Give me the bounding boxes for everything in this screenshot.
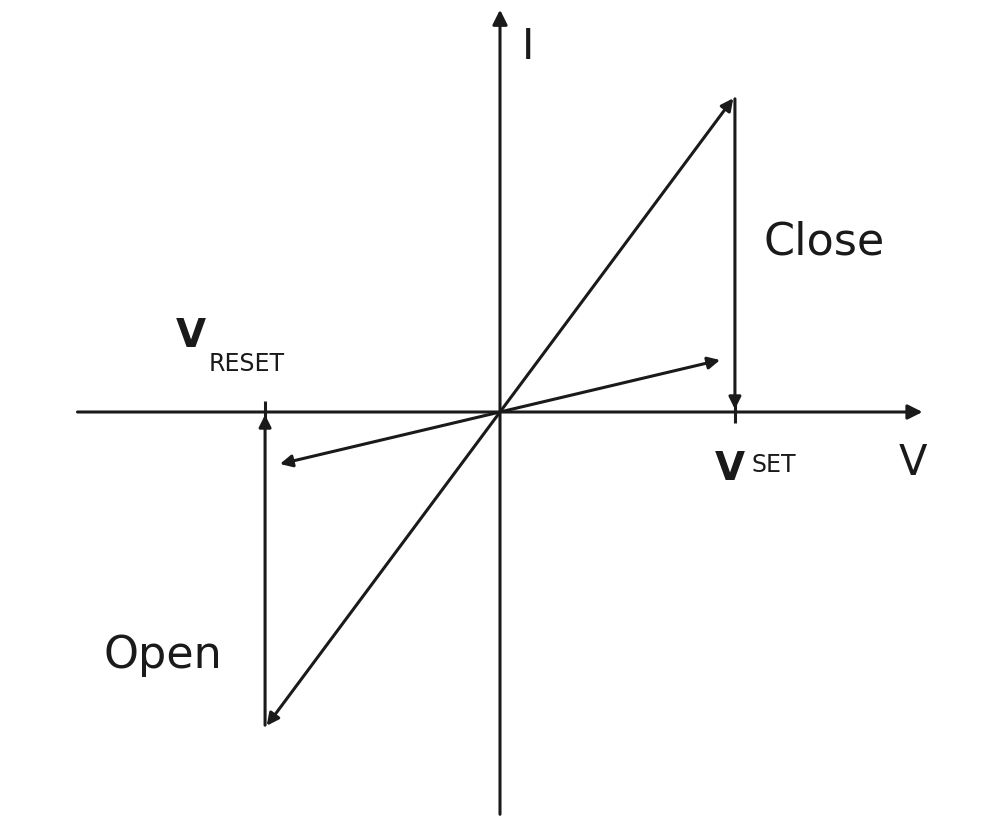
Text: V: V xyxy=(898,442,927,485)
Text: Close: Close xyxy=(763,220,885,264)
Text: Open: Open xyxy=(103,634,222,677)
Text: I: I xyxy=(522,26,535,68)
Text: V: V xyxy=(176,317,206,355)
Text: V: V xyxy=(715,451,745,489)
Text: SET: SET xyxy=(751,452,796,476)
Text: RESET: RESET xyxy=(208,352,284,376)
